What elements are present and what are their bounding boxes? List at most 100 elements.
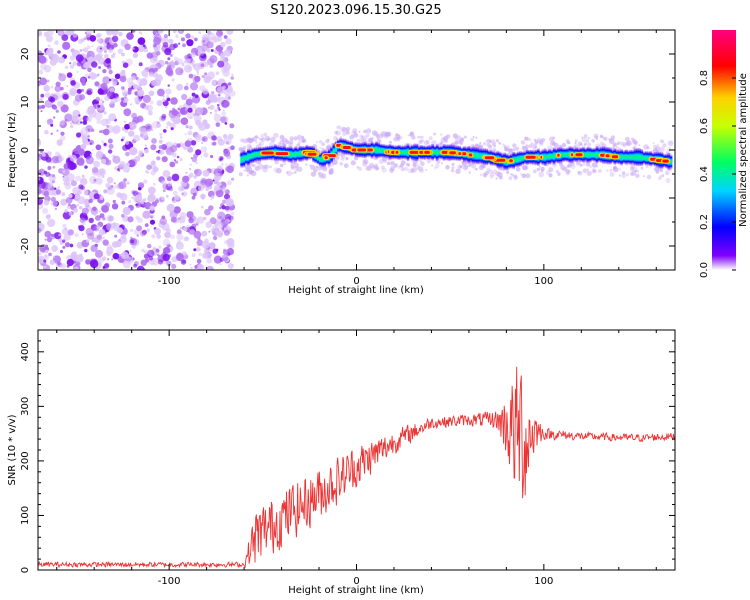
noise-blob (100, 158, 107, 164)
noise-blob (96, 150, 104, 158)
ridge-halo-speck (301, 135, 305, 139)
noise-blob (131, 112, 138, 119)
ridge-band-segment (435, 143, 439, 161)
ridge-band-segment (591, 148, 594, 162)
ridge-band-segment (298, 145, 302, 162)
noise-blob (48, 252, 52, 257)
noise-blob (173, 159, 176, 162)
ridge-halo-speck (630, 164, 635, 169)
ridge-halo-speck (378, 140, 381, 142)
noise-blob (79, 49, 83, 52)
noise-blob (66, 84, 69, 88)
noise-blob (202, 40, 206, 43)
ridge-halo-speck (540, 169, 544, 173)
noise-blob (49, 259, 55, 265)
ridge-core (575, 153, 583, 157)
spectrogram-x-label: Height of straight line (km) (288, 285, 424, 296)
noise-blob (99, 98, 103, 102)
noise-blob (108, 48, 113, 54)
ridge-band-segment (476, 147, 479, 165)
ridge-halo-speck (528, 137, 532, 142)
ridge-halo-speck (593, 169, 597, 173)
noise-blob (178, 30, 183, 33)
colorbar-tick-label: 0.2 (699, 214, 710, 230)
ridge-band-segment (474, 146, 477, 165)
ridge-halo-speck (515, 167, 521, 172)
ridge-halo-speck (411, 167, 417, 173)
noise-blob (89, 259, 99, 269)
noise-blob (96, 75, 99, 78)
ridge-halo-speck (254, 135, 258, 139)
ridge-band-segment (480, 148, 484, 165)
noise-blob (153, 34, 162, 43)
ridge-core (611, 155, 619, 159)
noise-blob (83, 189, 89, 195)
noise-blob (118, 31, 123, 37)
ridge-halo-speck (437, 142, 442, 147)
snr-x-label: Height of straight line (km) (288, 585, 424, 596)
noise-blob (64, 242, 71, 248)
noise-blob (108, 70, 113, 75)
noise-blob (69, 64, 75, 69)
ridge-halo-speck (593, 133, 599, 139)
ridge-halo-speck (520, 140, 526, 145)
noise-blob (102, 236, 105, 239)
ridge-halo-speck (577, 161, 580, 164)
noise-blob (197, 185, 205, 192)
noise-blob (93, 74, 97, 78)
noise-blob (152, 30, 161, 35)
noise-blob (126, 256, 134, 264)
noise-blob (133, 134, 141, 142)
noise-blob (181, 93, 188, 101)
noise-blob (201, 141, 204, 145)
noise-blob (199, 46, 204, 51)
noise-blob (204, 72, 208, 76)
ridge-halo-speck (472, 135, 475, 138)
noise-blob (126, 32, 134, 40)
ridge-halo-speck (375, 133, 380, 138)
noise-blob (227, 82, 232, 86)
noise-blob (109, 87, 115, 93)
noise-blob (78, 225, 81, 228)
ridge-band-segment (316, 151, 320, 165)
noise-blob (50, 196, 56, 202)
noise-blob (188, 167, 192, 171)
noise-blob (131, 196, 134, 199)
spectral-ridge (238, 125, 674, 183)
noise-blob (85, 227, 94, 236)
noise-blob (165, 88, 172, 95)
noise-blob (54, 187, 57, 190)
noise-blob (126, 162, 130, 167)
noise-blob (90, 72, 98, 80)
ridge-halo-speck (411, 168, 415, 172)
noise-blob (225, 163, 228, 166)
noise-blob (86, 116, 92, 122)
ridge-halo-speck (330, 168, 334, 172)
noise-blob (162, 253, 170, 262)
noise-blob (148, 90, 155, 97)
ridge-halo-speck (603, 136, 608, 141)
ridge-halo-speck (245, 167, 250, 172)
ridge-band-segment (633, 148, 637, 166)
ridge-halo-speck (343, 163, 349, 169)
ridge-halo-speck (658, 177, 662, 181)
ridge-halo-speck (259, 138, 262, 141)
noise-blob (173, 43, 179, 49)
ridge-halo-speck (386, 161, 391, 166)
ridge-halo-speck (260, 137, 264, 141)
ridge-halo-speck (577, 170, 583, 176)
noise-blob (168, 38, 174, 44)
ridge-halo-speck (485, 139, 489, 144)
ridge-band-segment (640, 149, 644, 167)
ridge-halo-speck (486, 142, 491, 147)
noise-blob (162, 189, 166, 193)
noise-blob (144, 250, 148, 254)
noise-blob (176, 233, 184, 241)
noise-blob (166, 203, 175, 212)
noise-blob (99, 47, 102, 50)
noise-blob (158, 145, 163, 150)
noise-blob (44, 265, 47, 269)
ridge-halo-speck (562, 167, 567, 172)
noise-blob (76, 204, 79, 207)
